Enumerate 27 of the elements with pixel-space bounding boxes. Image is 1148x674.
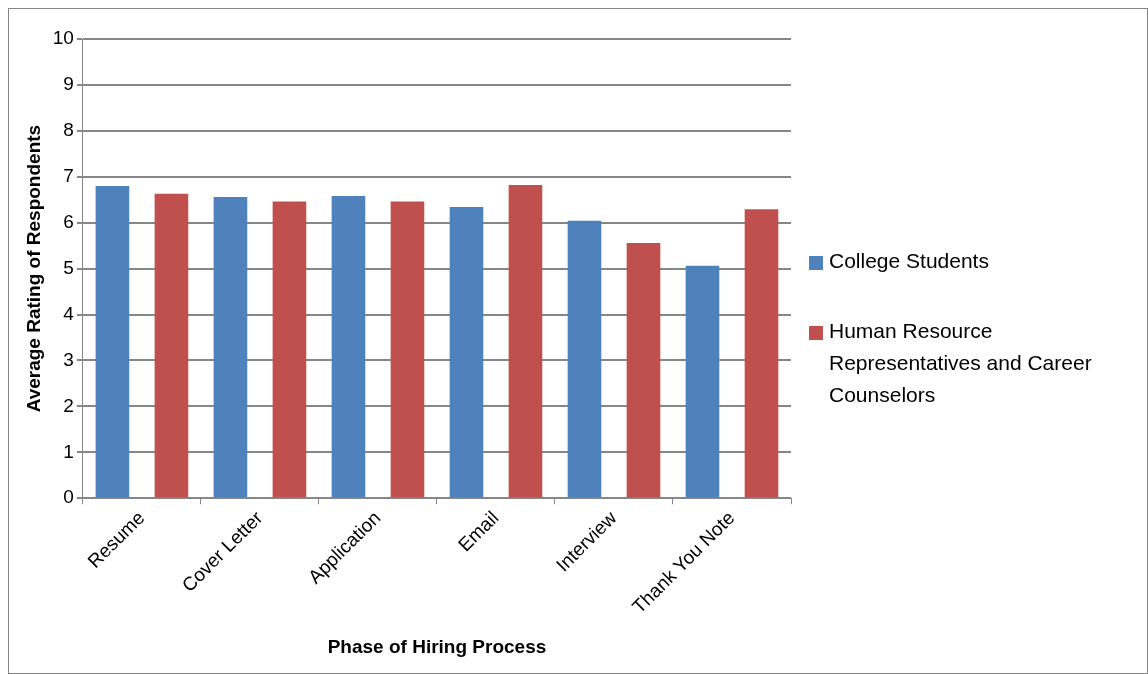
y-axis-title: Average Rating of Respondents [22, 124, 44, 413]
legend-label: College Students [829, 248, 989, 274]
bar [331, 196, 366, 498]
bar [449, 207, 484, 498]
bar [567, 220, 602, 498]
bar [508, 185, 543, 498]
y-tick-label: 10 [52, 27, 74, 49]
y-tick-label: 5 [63, 256, 74, 278]
bar [626, 242, 661, 498]
y-tick-label: 1 [63, 440, 74, 462]
bar [95, 185, 130, 498]
y-tick-label: 8 [63, 119, 74, 141]
y-tick-label: 9 [63, 73, 74, 95]
bar [685, 265, 720, 498]
y-tick-label: 6 [63, 210, 74, 232]
y-tick-label: 7 [63, 165, 74, 186]
y-tick-label: 4 [63, 302, 75, 324]
y-tick-label: 2 [63, 394, 74, 416]
x-axis-title: Phase of Hiring Process [327, 635, 547, 657]
bar [390, 201, 425, 498]
bar [272, 201, 307, 498]
y-tick-label: 0 [63, 486, 74, 508]
bar [154, 193, 189, 498]
bar [744, 209, 779, 498]
bar [213, 196, 248, 498]
y-tick-label: 3 [63, 348, 74, 370]
legend-label: Human Resource Representatives and Career Counselors [829, 318, 1093, 408]
